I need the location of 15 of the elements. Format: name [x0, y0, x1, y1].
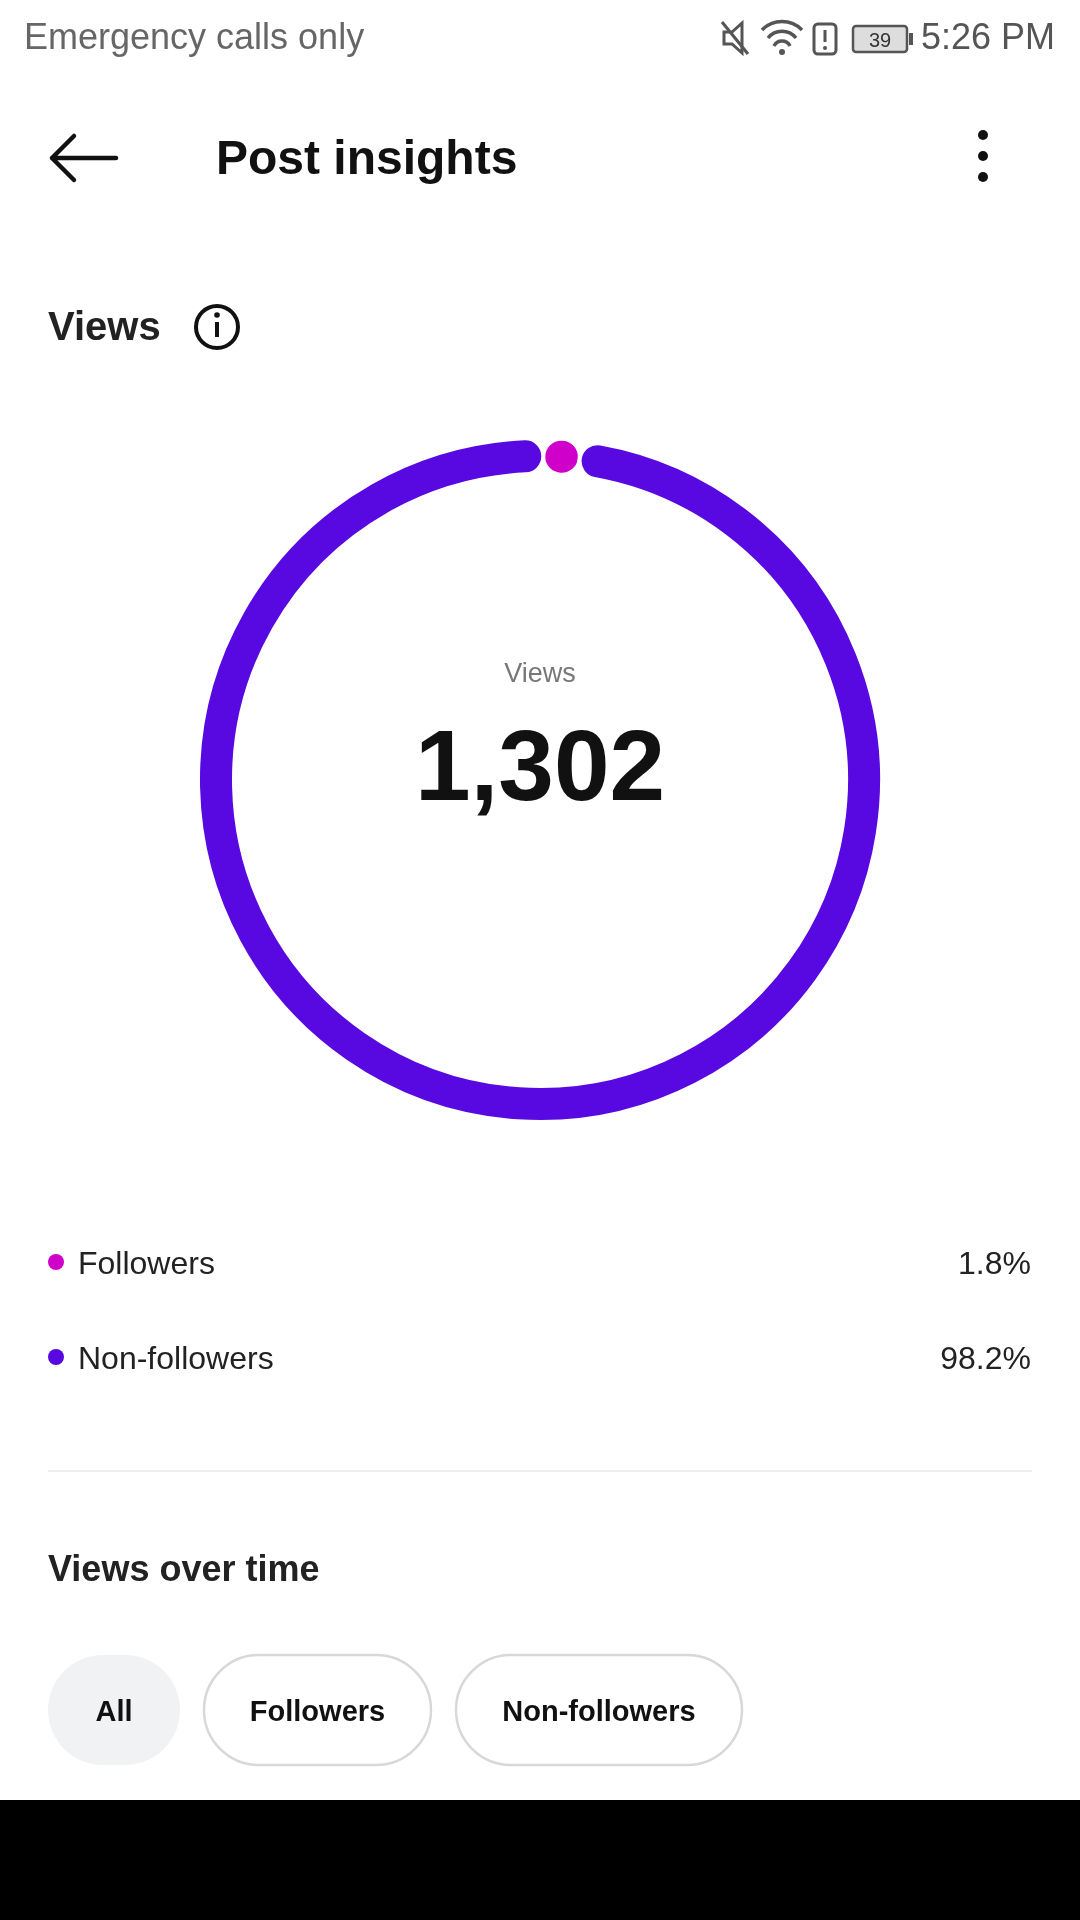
- data-label: 98.2%: [940, 1340, 1031, 1376]
- text: Views: [504, 658, 576, 688]
- data-label: 1.8%: [958, 1245, 1031, 1281]
- text: 5:26 PM: [920, 16, 1055, 57]
- text: Followers: [249, 1695, 386, 1727]
- chart-subtitle: Views: [48, 304, 161, 348]
- text: 39: [868, 29, 892, 51]
- legend-label: Followers: [78, 1245, 215, 1281]
- text: Non-followers: [502, 1695, 696, 1727]
- legend-label: Non-followers: [78, 1340, 274, 1376]
- text: 1,302: [414, 709, 666, 821]
- text: All: [95, 1695, 133, 1727]
- text: Emergency calls only: [24, 16, 365, 57]
- text: Views over time: [48, 1548, 320, 1589]
- chart-title: Post insights: [216, 131, 518, 184]
